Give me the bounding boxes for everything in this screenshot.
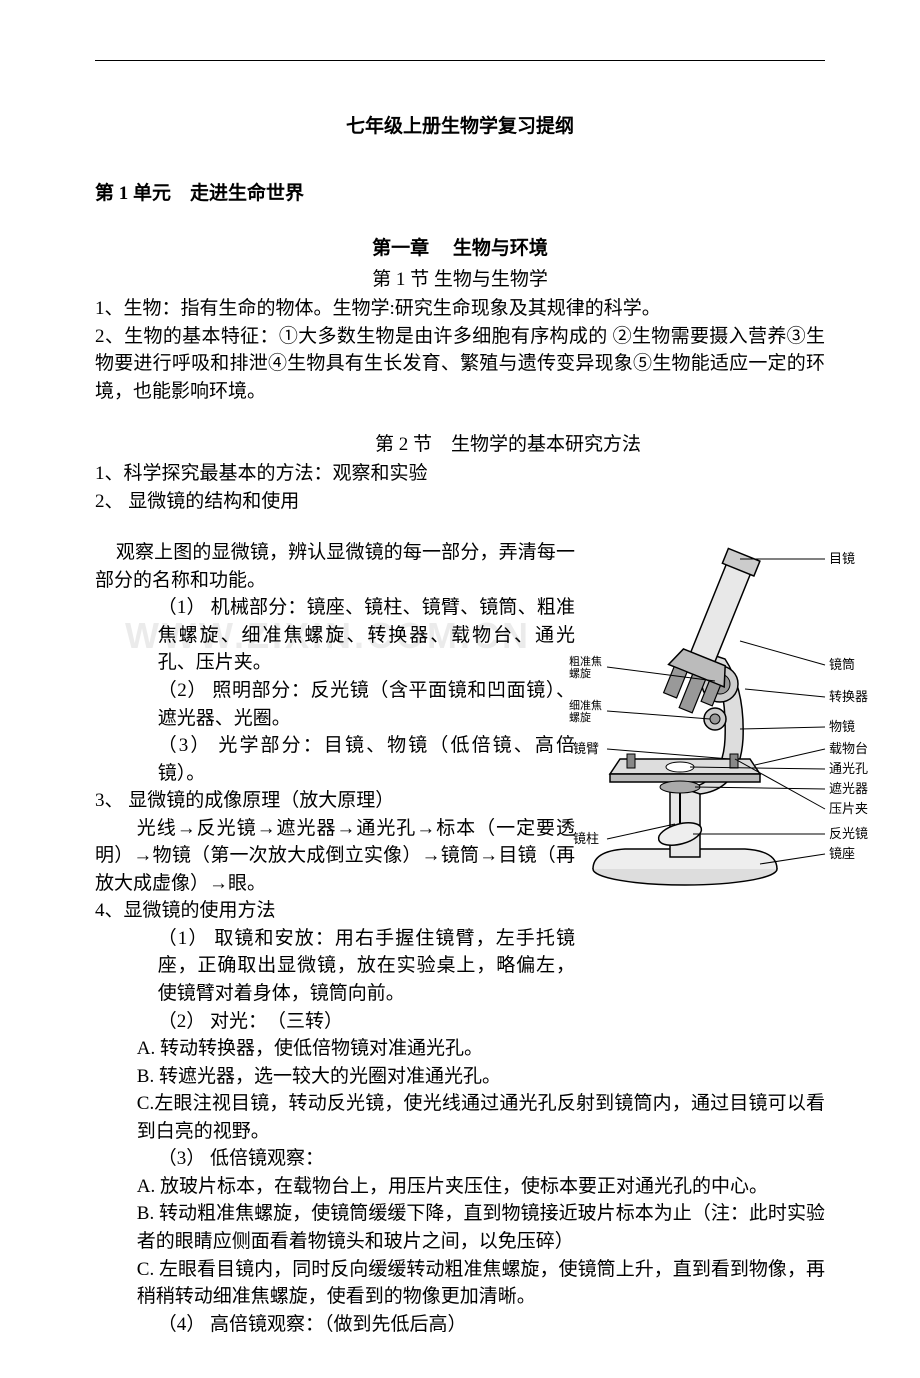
label-jingzhu: 镜柱 [573,831,599,846]
label-jingzuo: 镜座 [829,846,855,861]
s2-m3a: A. 放玻片标本，在载物台上，用压片夹压住，使标本要正对通光孔的中心。 [95,1173,825,1201]
s2-m2a: A. 转动转换器，使低倍物镜对准通光孔。 [95,1035,825,1063]
s1-p1: 1、生物：指有生命的物体。生物学:研究生命现象及其规律的科学。 [95,295,825,323]
microscope-diagram: 目镜 镜筒 转换器 物镜 载物台 通光孔 遮光器 压片夹 反光镜 镜座 [565,539,875,899]
label-yapianjia: 压片夹 [829,801,868,816]
chapter-title: 第一章 生物与环境 [95,233,825,260]
s2-m1: （1） 取镜和安放：用右手握住镜臂，左手托镜座，正确取出显微镜，放在实验桌上，略… [95,925,575,1008]
label-mujing: 目镜 [829,551,855,566]
label-wujing: 物镜 [829,719,855,734]
s2-m4: （4） 高倍镜观察：（做到先低后高） [95,1311,825,1339]
label-zaiwutai: 载物台 [829,741,868,756]
unit-title: 第 1 单元 走进生命世界 [95,178,825,205]
s2-m2: （2） 对光： （三转） [95,1008,825,1036]
s2-l1: （1） 机械部分：镜座、镜柱、镜臂、镜筒、粗准焦螺旋、细准焦螺旋、转换器、载物台… [95,594,575,677]
label-zheguangqi: 遮光器 [829,781,868,796]
s1-p2: 2、生物的基本特征：①大多数生物是由许多细胞有序构成的 ②生物需要摄入营养③生物… [95,323,825,406]
s2-l3: （3） 光学部分：目镜、物镜（低倍镜、高倍镜）。 [95,732,575,787]
s2-l2: （2） 照明部分：反光镜（含平面镜和凹面镜）、遮光器、光圈。 [158,680,575,729]
s2-m2c: C.左眼注视目镜，转动反光镜，使光线通过通光孔反射到镜筒内，通过目镜可以看到白亮… [95,1090,825,1145]
label-luoxuan2: 螺旋 [569,710,591,724]
s2-p1: 1、科学探究最基本的方法：观察和实验 [95,460,825,488]
section2-title: 第 2 节 生物学的基本研究方法 [375,429,825,456]
s2-l2-a: （2） 照明部分：反光镜（含平面镜和凹面镜）、遮光器、光圈。 [95,677,575,732]
label-tongguangkong: 通光孔 [829,761,868,776]
s2-p2: 2、 显微镜的结构和使用 [95,488,825,516]
label-jingbi: 镜臂 [573,741,599,756]
label-fanguangjing: 反光镜 [829,826,868,841]
s2-m3b: B. 转动粗准焦螺旋，使镜筒缓缓下降，直到物镜接近玻片标本为止（注：此时实验者的… [95,1200,825,1255]
s2-p4: 3、 显微镜的成像原理（放大原理） [95,787,575,815]
label-zhuanhuanqi: 转换器 [829,689,868,704]
s2-p6: 4、显微镜的使用方法 [95,897,575,925]
label-jingtong: 镜筒 [829,657,855,672]
s2-p3: 观察上图的显微镜，辨认显微镜的每一部分，弄清每一部分的名称和功能。 [95,539,575,594]
label-cuzhunjiao: 粗准焦 [569,655,602,668]
section1-title: 第 1 节 生物与生物学 [95,264,825,291]
label-xizhunjiao: 细准焦 [569,699,602,712]
label-luoxuan1: 螺旋 [569,666,591,680]
s2-p5: 光线→反光镜→遮光器→通光孔→标本（一定要透明）→物镜（第一次放大成倒立实像）→… [95,815,575,898]
s2-m2b: B. 转遮光器，选一较大的光圈对准通光孔。 [95,1063,825,1091]
top-divider [95,60,825,61]
s2-m3: （3） 低倍镜观察： [95,1145,825,1173]
doc-title: 七年级上册生物学复习提纲 [95,111,825,138]
s2-m3c: C. 左眼看目镜内，同时反向缓缓转动粗准焦螺旋，使镜筒上升，直到看到物像，再稍稍… [95,1256,825,1311]
